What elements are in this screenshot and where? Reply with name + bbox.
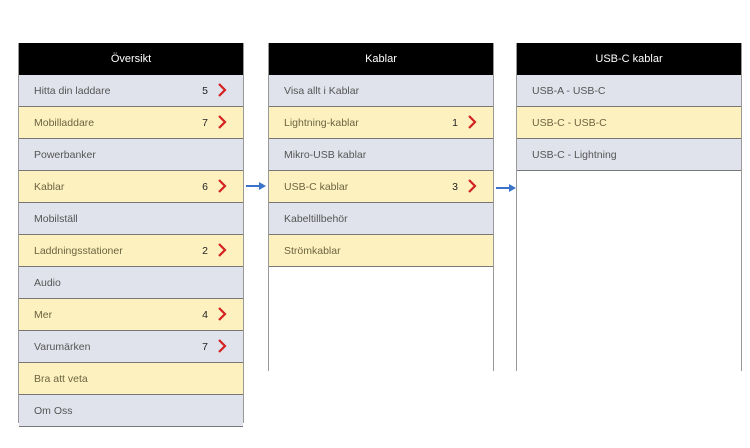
- chevron-right-icon[interactable]: [215, 243, 229, 257]
- menu-item[interactable]: Laddningsstationer 2: [19, 235, 243, 267]
- menu-item[interactable]: USB-C - USB-C: [517, 107, 741, 139]
- panel-title: USB-C kablar: [517, 43, 741, 75]
- menu-item[interactable]: Mobilställ: [19, 203, 243, 235]
- chevron-right-icon[interactable]: [215, 115, 229, 129]
- menu-item-label: Strömkablar: [284, 244, 341, 257]
- menu-item-label: USB-C - USB-C: [532, 116, 607, 129]
- chevron-right-icon[interactable]: [215, 307, 229, 321]
- menu-item-label: USB-C - Lightning: [532, 148, 617, 161]
- item-count: 6: [202, 180, 208, 193]
- menu-item[interactable]: Mikro-USB kablar: [269, 139, 493, 171]
- item-count: 1: [452, 116, 458, 129]
- menu-item-label: Mikro-USB kablar: [284, 148, 367, 161]
- menu-item[interactable]: Audio: [19, 267, 243, 299]
- menu-item[interactable]: USB-C kablar 3: [269, 171, 493, 203]
- menu-item-label: USB-A - USB-C: [532, 84, 606, 97]
- chevron-right-icon[interactable]: [215, 83, 229, 97]
- menu-item-label: Bra att veta: [34, 372, 88, 385]
- menu-item-label: Hitta din laddare: [34, 84, 111, 97]
- menu-item[interactable]: Kabeltillbehör: [269, 203, 493, 235]
- arrow-right-icon: [246, 182, 266, 190]
- chevron-right-icon[interactable]: [215, 339, 229, 353]
- menu-item[interactable]: Om Oss: [19, 395, 243, 427]
- menu-item[interactable]: USB-C - Lightning: [517, 139, 741, 171]
- menu-item[interactable]: Mer 4: [19, 299, 243, 331]
- menu-item[interactable]: Varumärken 7: [19, 331, 243, 363]
- menu-panel-2: USB-C kablar USB-A - USB-C USB-C - USB-C US…: [516, 43, 742, 371]
- menu-item-label: Lightning-kablar: [284, 116, 359, 129]
- menu-item-label: Mobilladdare: [34, 116, 95, 129]
- chevron-right-icon[interactable]: [465, 179, 479, 193]
- menu-item-label: Laddningsstationer: [34, 244, 123, 257]
- menu-item-label: Powerbanker: [34, 148, 96, 161]
- item-count: 4: [202, 308, 208, 321]
- menu-item[interactable]: Bra att veta: [19, 363, 243, 395]
- menu-item-label: USB-C kablar: [284, 180, 349, 193]
- menu-item[interactable]: Strömkablar: [269, 235, 493, 267]
- menu-item[interactable]: Powerbanker: [19, 139, 243, 171]
- item-count: 5: [202, 84, 208, 97]
- menu-item-label: Mer: [34, 308, 53, 321]
- menu-item[interactable]: Visa allt i Kablar: [269, 75, 493, 107]
- menu-item-label: Mobilställ: [34, 212, 78, 225]
- menu-item-label: Kabeltillbehör: [284, 212, 348, 225]
- chevron-right-icon[interactable]: [465, 115, 479, 129]
- menu-item-label: Varumärken: [34, 340, 91, 353]
- item-count: 2: [202, 244, 208, 257]
- item-count: 7: [202, 116, 208, 129]
- chevron-right-icon[interactable]: [215, 179, 229, 193]
- menu-item[interactable]: Lightning-kablar 1: [269, 107, 493, 139]
- item-count: 3: [452, 180, 458, 193]
- item-count: 7: [202, 340, 208, 353]
- menu-item[interactable]: USB-A - USB-C: [517, 75, 741, 107]
- arrow-right-icon: [496, 184, 516, 192]
- menu-item[interactable]: Kablar 6: [19, 171, 243, 203]
- menu-item-label: Visa allt i Kablar: [284, 84, 360, 97]
- menu-panel-0: Översikt Hitta din laddare 5 Mobilladdare 7 P…: [18, 43, 244, 427]
- menu-item[interactable]: Mobilladdare 7: [19, 107, 243, 139]
- menu-item-label: Audio: [34, 276, 61, 289]
- menu-panel-1: Kablar Visa allt i Kablar Lightning-kablar…: [268, 43, 494, 371]
- menu-item-label: Kablar: [34, 180, 65, 193]
- menu-item-label: Om Oss: [34, 404, 73, 417]
- panel-title: Översikt: [19, 43, 243, 75]
- panel-title: Kablar: [269, 43, 493, 75]
- menu-item[interactable]: Hitta din laddare 5: [19, 75, 243, 107]
